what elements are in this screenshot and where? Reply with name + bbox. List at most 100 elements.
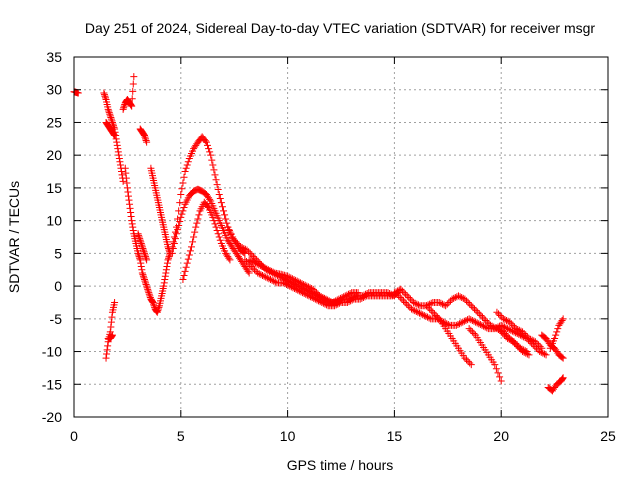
data-point (305, 292, 313, 300)
data-point (126, 200, 134, 208)
data-point (119, 177, 127, 185)
data-point (247, 262, 255, 270)
data-point (413, 300, 421, 308)
data-point (397, 285, 405, 293)
data-point (435, 298, 443, 306)
data-point (287, 274, 295, 282)
data-point (140, 276, 148, 284)
data-point (395, 292, 403, 300)
data-point (164, 256, 172, 264)
data-point (216, 195, 224, 203)
data-point (283, 280, 291, 288)
axis-ticks (73, 56, 609, 418)
y-tick-label: 35 (46, 49, 62, 65)
y-axis-label: SDTVAR / TECUs (6, 181, 22, 293)
data-point (475, 320, 483, 328)
data-point (209, 161, 217, 169)
data-point (140, 249, 148, 257)
data-point (319, 294, 327, 302)
data-point (468, 328, 476, 336)
data-point (113, 141, 121, 149)
data-point (312, 289, 320, 297)
data-point (142, 254, 150, 262)
data-point (300, 289, 308, 297)
data-point (467, 326, 475, 334)
data-point (535, 341, 543, 349)
series-s13 (179, 198, 234, 284)
data-point (184, 158, 192, 166)
data-point (296, 279, 304, 287)
data-point (333, 296, 341, 304)
data-point (128, 220, 136, 228)
data-point (473, 319, 481, 327)
data-point (136, 236, 144, 244)
data-point (263, 265, 271, 273)
data-point (256, 262, 264, 270)
data-point (284, 272, 292, 280)
data-point (169, 244, 177, 252)
data-point (129, 80, 137, 88)
data-point (467, 316, 475, 324)
x-axis-label: GPS time / hours (287, 457, 394, 473)
data-point (558, 375, 566, 383)
series-s10 (147, 164, 174, 257)
data-point (477, 312, 485, 320)
data-point (461, 354, 469, 362)
data-point (468, 316, 476, 324)
y-tick-label: 15 (46, 180, 62, 196)
data-point (323, 301, 331, 309)
data-point (479, 313, 487, 321)
data-point (111, 298, 119, 306)
data-point (182, 263, 190, 271)
data-point (491, 325, 499, 333)
data-point (127, 100, 135, 108)
data-point (492, 365, 500, 373)
data-point (558, 316, 566, 324)
data-point (116, 161, 124, 169)
series-s16 (245, 256, 362, 306)
data-point (245, 248, 253, 256)
data-point (192, 223, 200, 231)
data-point (204, 202, 211, 210)
data-point (464, 357, 472, 365)
y-tick-label: -5 (50, 311, 63, 327)
data-point (184, 255, 192, 263)
series-s5 (104, 331, 116, 342)
data-point (258, 262, 266, 270)
data-point (181, 267, 189, 275)
data-point (462, 316, 470, 324)
data-point (330, 298, 338, 306)
series-s4 (102, 298, 119, 362)
data-point (100, 91, 108, 99)
data-point (201, 137, 209, 145)
data-point (336, 294, 344, 302)
data-point (127, 101, 135, 109)
series-s18 (395, 292, 550, 359)
data-point (140, 274, 148, 282)
series-s21 (493, 308, 546, 352)
data-point (456, 293, 464, 301)
data-point (238, 244, 246, 252)
data-point (135, 231, 143, 239)
data-point (108, 117, 116, 125)
data-point (300, 280, 308, 288)
data-point (122, 169, 130, 177)
data-point (478, 321, 486, 329)
data-point (316, 298, 324, 306)
data-point (179, 179, 187, 187)
data-point (332, 297, 340, 305)
data-point (222, 215, 230, 223)
data-point (304, 283, 312, 291)
data-point (313, 296, 321, 304)
data-point (162, 266, 170, 274)
data-point (506, 318, 514, 326)
data-point (137, 259, 145, 267)
data-point (107, 114, 115, 122)
data-point (141, 133, 149, 141)
data-point (212, 176, 220, 184)
data-point (528, 336, 536, 344)
data-point (107, 115, 115, 123)
data-point (108, 118, 116, 126)
data-point (504, 334, 512, 342)
data-point (471, 305, 478, 313)
